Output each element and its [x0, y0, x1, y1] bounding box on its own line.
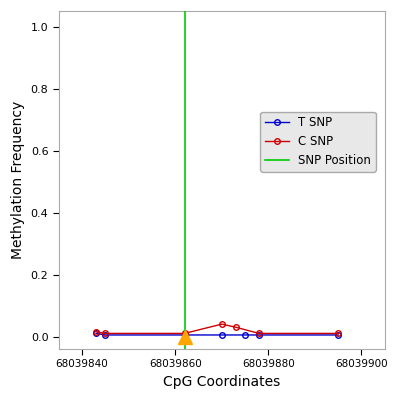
- C SNP: [336, 331, 340, 336]
- C SNP: [233, 325, 238, 330]
- T SNP: [103, 332, 108, 337]
- C SNP: [94, 330, 98, 334]
- T SNP: [219, 332, 224, 337]
- T SNP: [94, 331, 98, 336]
- C SNP: [182, 331, 187, 336]
- C SNP: [257, 331, 262, 336]
- X-axis label: CpG Coordinates: CpG Coordinates: [163, 375, 280, 389]
- T SNP: [257, 332, 262, 337]
- C SNP: [103, 331, 108, 336]
- T SNP: [336, 332, 340, 337]
- Legend: T SNP, C SNP, SNP Position: T SNP, C SNP, SNP Position: [260, 112, 376, 172]
- Line: C SNP: C SNP: [93, 321, 341, 336]
- C SNP: [219, 322, 224, 326]
- T SNP: [182, 332, 187, 337]
- Y-axis label: Methylation Frequency: Methylation Frequency: [11, 101, 25, 259]
- Line: T SNP: T SNP: [93, 331, 341, 338]
- T SNP: [243, 332, 248, 337]
